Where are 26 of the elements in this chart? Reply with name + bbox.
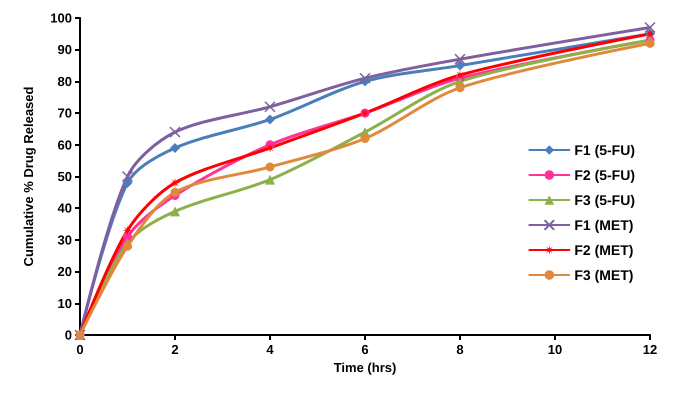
legend-label: F3 (MET) <box>574 267 634 283</box>
y-tick-label: 80 <box>58 74 72 89</box>
x-tick-label: 6 <box>361 342 369 357</box>
y-tick-label: 90 <box>58 42 72 58</box>
x-axis-title: Time (hrs) <box>334 360 396 375</box>
y-axis-title: Cumulative % Drug Released <box>21 86 36 266</box>
y-tick-label: 40 <box>58 200 72 216</box>
legend-label: F1 (5-FU) <box>574 142 636 158</box>
y-tick-label: 0 <box>64 328 72 342</box>
y-tick-label: 60 <box>58 137 72 152</box>
legend-label: F3 (5-FU) <box>574 192 636 208</box>
y-tick-label: 10 <box>58 296 72 311</box>
y-tick-label: 100 <box>50 10 72 26</box>
y-tick-label: 30 <box>58 232 72 248</box>
legend-label: F2 (5-FU) <box>574 167 636 183</box>
x-tick-label: 4 <box>266 342 274 357</box>
x-tick-label: 8 <box>456 342 464 357</box>
legend-label: F2 (MET) <box>574 242 634 258</box>
y-tick-label: 20 <box>58 264 72 280</box>
x-tick-label: 2 <box>171 342 179 357</box>
y-tick-label: 70 <box>58 106 72 121</box>
legend-label: F1 (MET) <box>574 217 634 233</box>
x-tick-label: 10 <box>548 342 562 357</box>
x-tick-label: 12 <box>642 342 658 357</box>
x-tick-label: 0 <box>76 342 84 357</box>
y-tick-label: 50 <box>58 169 72 184</box>
